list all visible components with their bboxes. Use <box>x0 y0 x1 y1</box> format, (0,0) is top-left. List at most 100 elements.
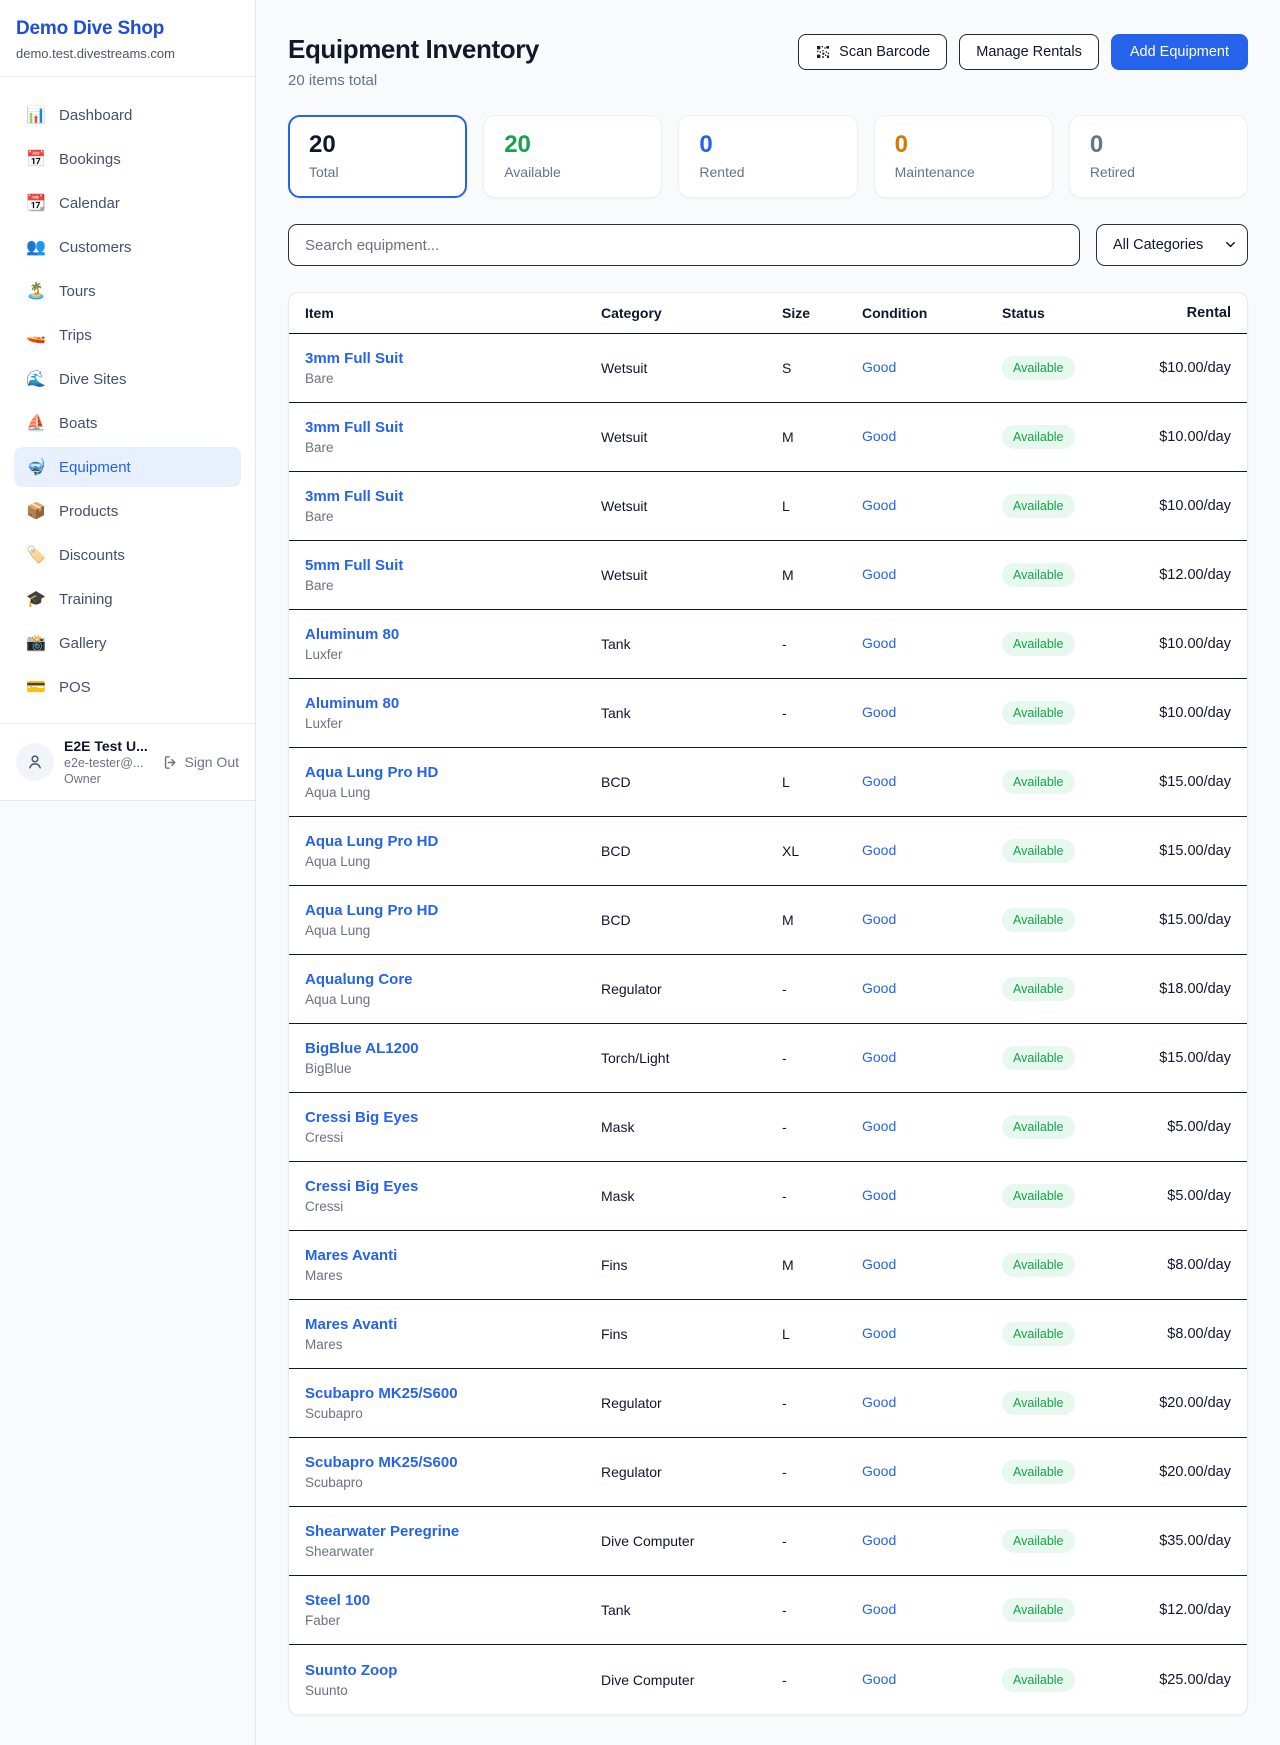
status-badge: Available <box>1002 1184 1075 1208</box>
scan-barcode-button[interactable]: Scan Barcode <box>798 34 948 70</box>
sidebar-item-discounts[interactable]: 🏷️ Discounts <box>14 535 241 575</box>
condition-link[interactable]: Good <box>862 497 897 513</box>
table-row[interactable]: Aqua Lung Pro HD Aqua Lung BCD XL Good Availa… <box>289 817 1247 886</box>
condition-link[interactable]: Good <box>862 428 897 444</box>
stat-card-retired[interactable]: 0 Retired <box>1068 115 1249 198</box>
item-name-link[interactable]: Mares Avanti <box>305 1247 398 1264</box>
item-name-link[interactable]: 5mm Full Suit <box>305 557 404 574</box>
table-row[interactable]: Mares Avanti Mares Fins M Good Available $8.00… <box>289 1231 1247 1300</box>
item-name-link[interactable]: 3mm Full Suit <box>305 419 404 436</box>
stat-card-total[interactable]: 20 Total <box>288 115 468 198</box>
table-row[interactable]: Aluminum 80 Luxfer Tank - Good Available $10.0… <box>289 679 1247 748</box>
item-name-link[interactable]: Scubapro MK25/S600 <box>305 1385 458 1402</box>
table-row[interactable]: BigBlue AL1200 BigBlue Torch/Light - Good Ava… <box>289 1024 1247 1093</box>
stat-card-rented[interactable]: 0 Rented <box>678 115 858 198</box>
item-brand: Luxfer <box>305 647 343 662</box>
item-name-link[interactable]: Shearwater Peregrine <box>305 1523 460 1540</box>
table-row[interactable]: Scubapro MK25/S600 Scubapro Regulator - Good… <box>289 1369 1247 1438</box>
sidebar-item-trips[interactable]: 🚤 Trips <box>14 315 241 355</box>
condition-link[interactable]: Good <box>862 842 897 858</box>
condition-link[interactable]: Good <box>862 773 897 789</box>
sidebar-item-boats[interactable]: ⛵ Boats <box>14 403 241 443</box>
sidebar-item-products[interactable]: 📦 Products <box>14 491 241 531</box>
condition-link[interactable]: Good <box>862 635 897 651</box>
search-input[interactable] <box>288 224 1080 266</box>
item-name-link[interactable]: Mares Avanti <box>305 1316 398 1333</box>
condition-link[interactable]: Good <box>862 566 897 582</box>
stat-card-available[interactable]: 20 Available <box>483 115 663 198</box>
table-row[interactable]: Cressi Big Eyes Cressi Mask - Good Available $… <box>289 1093 1247 1162</box>
table-row[interactable]: Mares Avanti Mares Fins L Good Available $8.00… <box>289 1300 1247 1369</box>
condition-cell: Good <box>862 1325 1002 1343</box>
item-name-link[interactable]: 3mm Full Suit <box>305 350 404 367</box>
condition-link[interactable]: Good <box>862 1049 897 1065</box>
stat-card-maintenance[interactable]: 0 Maintenance <box>873 115 1053 198</box>
table-row[interactable]: Suunto Zoop Suunto Dive Computer - Good Avail… <box>289 1645 1247 1714</box>
condition-link[interactable]: Good <box>862 1601 897 1617</box>
condition-link[interactable]: Good <box>862 359 897 375</box>
column-header-status: Status <box>1002 305 1045 321</box>
table-row[interactable]: Aqua Lung Pro HD Aqua Lung BCD M Good Availab… <box>289 886 1247 955</box>
item-name-link[interactable]: Cressi Big Eyes <box>305 1109 419 1126</box>
table-row[interactable]: Steel 100 Faber Tank - Good Available $12.00/d… <box>289 1576 1247 1645</box>
table-row[interactable]: 3mm Full Suit Bare Wetsuit M Good Available $1… <box>289 403 1247 472</box>
item-name-link[interactable]: Aluminum 80 <box>305 626 400 643</box>
condition-link[interactable]: Good <box>862 1256 897 1272</box>
item-cell: Scubapro MK25/S600 Scubapro <box>305 1385 601 1421</box>
sidebar-item-label: Tours <box>59 282 96 300</box>
table-row[interactable]: 3mm Full Suit Bare Wetsuit L Good Available $1… <box>289 472 1247 541</box>
category-cell: Regulator <box>601 981 662 997</box>
sidebar-item-gallery[interactable]: 📸 Gallery <box>14 623 241 663</box>
table-row[interactable]: Scubapro MK25/S600 Scubapro Regulator - Good… <box>289 1438 1247 1507</box>
sidebar-item-bookings[interactable]: 📅 Bookings <box>14 139 241 179</box>
item-name-link[interactable]: Suunto Zoop <box>305 1661 398 1679</box>
item-name-link[interactable]: Steel 100 <box>305 1592 371 1609</box>
table-row[interactable]: Aluminum 80 Luxfer Tank - Good Available $10.0… <box>289 610 1247 679</box>
sidebar-item-tours[interactable]: 🏝️ Tours <box>14 271 241 311</box>
condition-link[interactable]: Good <box>862 1532 897 1548</box>
category-select[interactable]: All Categories <box>1096 224 1248 266</box>
table-row[interactable]: Shearwater Peregrine Shearwater Dive Compu… <box>289 1507 1247 1576</box>
item-cell: Mares Avanti Mares <box>305 1247 601 1283</box>
condition-link[interactable]: Good <box>862 1118 897 1134</box>
item-name-link[interactable]: Aqualung Core <box>305 971 413 988</box>
category-cell: Tank <box>601 705 631 721</box>
condition-link[interactable]: Good <box>862 911 897 927</box>
table-row[interactable]: Cressi Big Eyes Cressi Mask - Good Available $… <box>289 1162 1247 1231</box>
item-name-link[interactable]: Aluminum 80 <box>305 695 400 712</box>
item-name-link[interactable]: Scubapro MK25/S600 <box>305 1454 458 1471</box>
sidebar-item-calendar[interactable]: 📆 Calendar <box>14 183 241 223</box>
manage-rentals-button[interactable]: Manage Rentals <box>959 34 1099 70</box>
stat-label: Available <box>504 164 561 180</box>
sidebar-item-pos[interactable]: 💳 POS <box>14 667 241 707</box>
table-row[interactable]: 3mm Full Suit Bare Wetsuit S Good Available $1… <box>289 334 1247 403</box>
sidebar-item-training[interactable]: 🎓 Training <box>14 579 241 619</box>
condition-link[interactable]: Good <box>862 980 897 996</box>
condition-link[interactable]: Good <box>862 1670 897 1687</box>
size-cell: - <box>782 1119 787 1135</box>
table-row[interactable]: Aqualung Core Aqua Lung Regulator - Good Avai… <box>289 955 1247 1024</box>
condition-link[interactable]: Good <box>862 1187 897 1203</box>
item-name-link[interactable]: Cressi Big Eyes <box>305 1178 419 1195</box>
status-cell: Available <box>1002 1391 1152 1415</box>
sidebar-item-dashboard[interactable]: 📊 Dashboard <box>14 95 241 135</box>
table-row[interactable]: Aqua Lung Pro HD Aqua Lung BCD L Good Availab… <box>289 748 1247 817</box>
status-badge: Available <box>1002 701 1075 725</box>
item-name-link[interactable]: Aqua Lung Pro HD <box>305 764 439 781</box>
sign-out-button[interactable]: Sign Out <box>162 754 239 771</box>
item-name-link[interactable]: BigBlue AL1200 <box>305 1040 419 1057</box>
add-equipment-button[interactable]: Add Equipment <box>1110 34 1248 70</box>
sidebar-item-equipment[interactable]: 🤿 Equipment <box>14 447 241 487</box>
condition-link[interactable]: Good <box>862 704 897 720</box>
condition-link[interactable]: Good <box>862 1463 897 1479</box>
item-name-link[interactable]: 3mm Full Suit <box>305 488 404 505</box>
table-row[interactable]: 5mm Full Suit Bare Wetsuit M Good Available $1… <box>289 541 1247 610</box>
sidebar-item-customers[interactable]: 👥 Customers <box>14 227 241 267</box>
user-box: E2E Test U... e2e-tester@... Owner Sign … <box>0 723 255 801</box>
condition-link[interactable]: Good <box>862 1394 897 1410</box>
condition-link[interactable]: Good <box>862 1325 897 1341</box>
item-name-link[interactable]: Aqua Lung Pro HD <box>305 902 439 919</box>
item-name-link[interactable]: Aqua Lung Pro HD <box>305 833 439 850</box>
category-cell: Wetsuit <box>601 498 648 514</box>
sidebar-item-dive-sites[interactable]: 🌊 Dive Sites <box>14 359 241 399</box>
